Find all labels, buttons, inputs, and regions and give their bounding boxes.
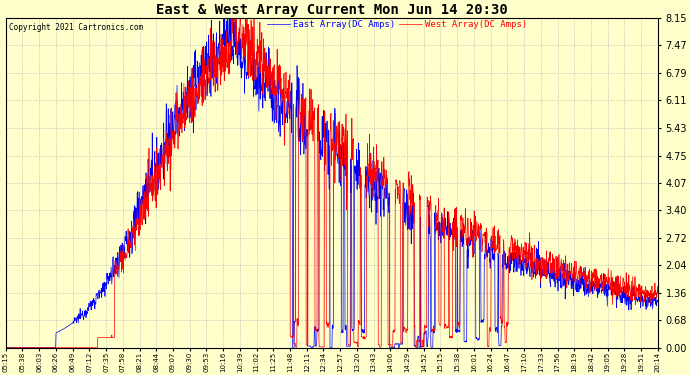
West Array(DC Amps): [302, 96, 310, 100]
West Array(DC Amps): [228, 16, 236, 20]
West Array(DC Amps): [653, 291, 662, 296]
East Array(DC Amps): [515, 250, 524, 255]
East Array(DC Amps): [319, 117, 327, 121]
Title: East & West Array Current Mon Jun 14 20:30: East & West Array Current Mon Jun 14 20:…: [156, 3, 508, 17]
East Array(DC Amps): [35, 345, 43, 350]
West Array(DC Amps): [1, 345, 10, 350]
East Array(DC Amps): [653, 298, 662, 303]
East Array(DC Amps): [302, 146, 310, 151]
Line: East Array(DC Amps): East Array(DC Amps): [6, 18, 658, 348]
Legend: East Array(DC Amps), West Array(DC Amps): East Array(DC Amps), West Array(DC Amps): [266, 19, 528, 30]
Text: Copyright 2021 Cartronics.com: Copyright 2021 Cartronics.com: [9, 23, 143, 32]
West Array(DC Amps): [635, 291, 643, 296]
West Array(DC Amps): [515, 251, 524, 255]
East Array(DC Amps): [1, 345, 10, 350]
West Array(DC Amps): [319, 345, 327, 349]
West Array(DC Amps): [635, 292, 643, 297]
East Array(DC Amps): [219, 16, 228, 20]
East Array(DC Amps): [635, 297, 643, 302]
West Array(DC Amps): [35, 345, 43, 350]
Line: West Array(DC Amps): West Array(DC Amps): [6, 18, 658, 348]
East Array(DC Amps): [635, 296, 643, 300]
